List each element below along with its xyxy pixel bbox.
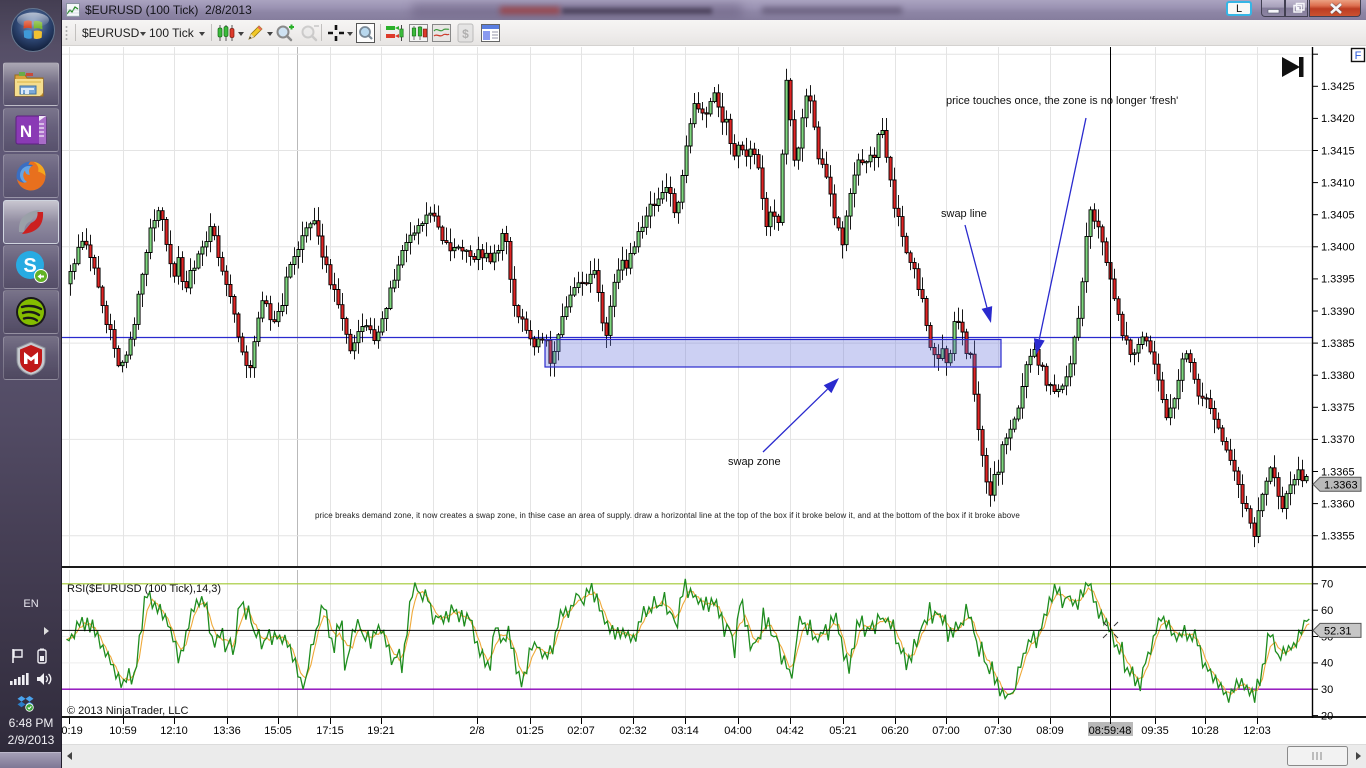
svg-text:06:20: 06:20 bbox=[881, 725, 909, 737]
svg-text:02:07: 02:07 bbox=[567, 725, 595, 737]
svg-text:20: 20 bbox=[1321, 710, 1333, 722]
svg-text:swap line: swap line bbox=[941, 208, 987, 220]
svg-text:RSI($EURUSD (100 Tick),14,3): RSI($EURUSD (100 Tick),14,3) bbox=[67, 583, 221, 595]
svg-text:40: 40 bbox=[1321, 658, 1333, 670]
svg-text:15:05: 15:05 bbox=[264, 725, 292, 737]
svg-text:price touches once, the zone i: price touches once, the zone is no longe… bbox=[946, 95, 1178, 107]
svg-text:1.3365: 1.3365 bbox=[1321, 466, 1355, 478]
svg-text:09:35: 09:35 bbox=[1141, 725, 1169, 737]
svg-text:07:00: 07:00 bbox=[932, 725, 960, 737]
svg-text:05:21: 05:21 bbox=[829, 725, 857, 737]
svg-text:60: 60 bbox=[1321, 605, 1333, 617]
svg-text:1.3360: 1.3360 bbox=[1321, 498, 1355, 510]
svg-text:1.3375: 1.3375 bbox=[1321, 402, 1355, 414]
svg-text:1.3420: 1.3420 bbox=[1321, 113, 1355, 125]
svg-text:03:14: 03:14 bbox=[671, 725, 699, 737]
svg-text:© 2013 NinjaTrader, LLC: © 2013 NinjaTrader, LLC bbox=[67, 705, 188, 717]
svg-text:S: S bbox=[23, 255, 36, 277]
svg-text:07:30: 07:30 bbox=[984, 725, 1012, 737]
svg-text:08:09: 08:09 bbox=[1036, 725, 1064, 737]
svg-text:1.3385: 1.3385 bbox=[1321, 338, 1355, 350]
svg-text:01:25: 01:25 bbox=[516, 725, 544, 737]
svg-text:$: $ bbox=[462, 27, 469, 41]
svg-text:1.3410: 1.3410 bbox=[1321, 177, 1355, 189]
svg-text:10:28: 10:28 bbox=[1191, 725, 1219, 737]
svg-text:10:19: 10:19 bbox=[62, 725, 83, 737]
svg-text:1.3395: 1.3395 bbox=[1321, 274, 1355, 286]
svg-text:swap zone: swap zone bbox=[728, 456, 781, 468]
svg-text:F: F bbox=[1355, 50, 1362, 62]
svg-text:price breaks demand zone, it: price breaks demand zone, it now creates… bbox=[315, 511, 1020, 520]
svg-text:13:36: 13:36 bbox=[213, 725, 241, 737]
svg-text:12:03: 12:03 bbox=[1243, 725, 1271, 737]
svg-text:2/8: 2/8 bbox=[469, 725, 484, 737]
svg-text:10:59: 10:59 bbox=[109, 725, 137, 737]
svg-text:70: 70 bbox=[1321, 579, 1333, 591]
svg-text:30: 30 bbox=[1321, 684, 1333, 696]
svg-text:1.3405: 1.3405 bbox=[1321, 210, 1355, 222]
svg-text:1.3370: 1.3370 bbox=[1321, 434, 1355, 446]
svg-text:1.3355: 1.3355 bbox=[1321, 531, 1355, 543]
svg-text:17:15: 17:15 bbox=[316, 725, 344, 737]
svg-text:04:42: 04:42 bbox=[776, 725, 804, 737]
svg-text:1.3425: 1.3425 bbox=[1321, 81, 1355, 93]
svg-text:1.3400: 1.3400 bbox=[1321, 242, 1355, 254]
svg-text:19:21: 19:21 bbox=[367, 725, 395, 737]
svg-text:08:59:48: 08:59:48 bbox=[1089, 725, 1132, 737]
svg-text:1.3363: 1.3363 bbox=[1324, 479, 1358, 491]
svg-text:1.3390: 1.3390 bbox=[1321, 306, 1355, 318]
svg-text:52.31: 52.31 bbox=[1324, 625, 1352, 637]
svg-text:02:32: 02:32 bbox=[619, 725, 647, 737]
svg-text:1.3415: 1.3415 bbox=[1321, 145, 1355, 157]
svg-text:1.3380: 1.3380 bbox=[1321, 370, 1355, 382]
svg-text:04:00: 04:00 bbox=[724, 725, 752, 737]
svg-text:12:10: 12:10 bbox=[160, 725, 188, 737]
svg-text:N: N bbox=[20, 122, 32, 141]
